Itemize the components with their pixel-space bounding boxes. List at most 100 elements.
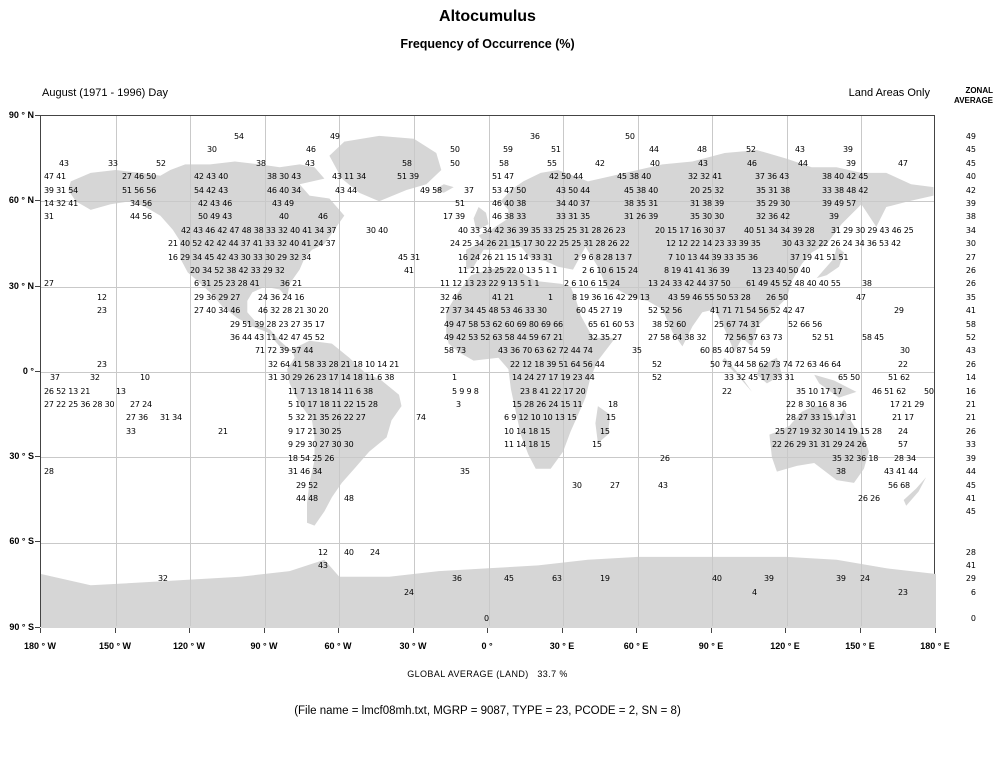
zonal-average-value: 45 (965, 507, 976, 516)
lon-axis-tick (413, 628, 414, 633)
lon-axis-label: 120 ° E (770, 641, 800, 651)
grid-line-vertical (115, 116, 117, 626)
grid-line-vertical (563, 116, 565, 626)
continent-shape (466, 150, 934, 353)
continent-shape (329, 135, 442, 202)
lon-axis-tick (487, 628, 488, 633)
grid-line-vertical (339, 116, 341, 626)
grid-line-vertical (712, 116, 714, 626)
lat-axis-label: 30 ° S (9, 451, 34, 461)
lon-axis-tick (935, 628, 936, 633)
zonal-average-value: 21 (965, 400, 976, 409)
grid-line-horizontal (41, 457, 934, 459)
zonal-average-value: 26 (965, 279, 976, 288)
lon-axis-tick (785, 628, 786, 633)
lon-axis-label: 120 ° W (172, 641, 206, 651)
grid-line-vertical (413, 116, 415, 626)
lat-axis-label: 90 ° N (8, 110, 34, 120)
coverage-label: Land Areas Only (848, 87, 930, 99)
zonal-average-value: 45 (965, 481, 976, 490)
zonal-average-value: 42 (965, 186, 976, 195)
file-info-label: (File name = lmcf08mh.txt, MGRP = 9087, … (294, 705, 681, 717)
continent-shape (446, 266, 616, 469)
grid-line-horizontal (41, 372, 934, 373)
zonal-average-value: 16 (965, 387, 976, 396)
period-label: August (1971 - 1996) Day (42, 87, 168, 99)
zonal-average-value: 41 (965, 561, 976, 570)
continent-shape (473, 207, 489, 230)
zonal-average-value: 21 (965, 413, 976, 422)
zonal-average-value: 58 (965, 320, 976, 329)
zonal-average-value: 0 (970, 614, 976, 623)
continent-shape (722, 357, 752, 392)
lon-axis-label: 60 ° E (623, 641, 649, 651)
zonal-average-value: 35 (965, 293, 976, 302)
continent-shape (814, 374, 857, 398)
grid-line-horizontal (41, 286, 934, 288)
grid-line-vertical (637, 116, 639, 626)
grid-line-vertical (190, 116, 192, 626)
continent-shape (903, 477, 927, 506)
map-plot-area (40, 115, 936, 628)
zonal-average-value: 14 (965, 373, 976, 382)
zonal-header-line2: AVERAGE (954, 96, 993, 105)
continent-shape (769, 406, 869, 483)
zonal-average-value: 38 (965, 212, 976, 221)
zonal-average-value: 39 (965, 454, 976, 463)
lon-axis-tick (264, 628, 265, 633)
zonal-average-value: 26 (965, 266, 976, 275)
zonal-average-value: 26 (965, 360, 976, 369)
lon-axis-label: 180 ° E (920, 641, 950, 651)
zonal-average-value: 34 (965, 226, 976, 235)
lat-axis-label: 0 ° (22, 366, 34, 376)
zonal-average-value: 44 (965, 467, 976, 476)
lon-axis-tick (40, 628, 41, 633)
lat-axis-label: 30 ° N (8, 281, 34, 291)
lon-axis-label: 180 ° W (23, 641, 57, 651)
zonal-average-value: 26 (965, 427, 976, 436)
lon-axis-tick (562, 628, 563, 633)
grid-line-vertical (861, 116, 863, 626)
lon-axis-tick (189, 628, 190, 633)
continent-shape (757, 357, 782, 384)
zonal-average-value: 40 (965, 172, 976, 181)
zonal-average-value: 49 (965, 132, 976, 141)
world-map-silhouette (41, 135, 936, 628)
lat-axis-tick (35, 627, 40, 628)
zonal-average-value: 52 (965, 333, 976, 342)
zonal-average-value: 43 (965, 346, 976, 355)
grid-line-vertical (488, 116, 490, 626)
figure-subtitle: Frequency of Occurrence (%) (400, 37, 575, 51)
zonal-average-value: 45 (965, 145, 976, 154)
lon-axis-tick (338, 628, 339, 633)
grid-line-horizontal (41, 201, 934, 203)
continent-shape (433, 184, 454, 193)
zonal-average-header: ZONAL AVERAGE (933, 86, 993, 106)
zonal-average-value: 45 (965, 159, 976, 168)
grid-line-vertical (264, 116, 266, 626)
lon-axis-label: 0 ° (481, 641, 493, 651)
lon-axis-tick (115, 628, 116, 633)
zonal-average-value: 39 (965, 199, 976, 208)
zonal-average-value: 30 (965, 239, 976, 248)
lat-axis-label: 90 ° S (9, 622, 34, 632)
continent-shape (287, 340, 402, 526)
zonal-average-value: 33 (965, 440, 976, 449)
lat-axis-label: 60 ° S (9, 536, 34, 546)
lon-axis-label: 30 ° E (549, 641, 575, 651)
zonal-average-value: 27 (965, 253, 976, 262)
lon-axis-label: 150 ° E (845, 641, 875, 651)
lon-axis-tick (860, 628, 861, 633)
zonal-header-line1: ZONAL (965, 86, 993, 95)
zonal-average-value: 41 (965, 306, 976, 315)
lon-axis-label: 60 ° W (324, 641, 352, 651)
continent-shape (816, 246, 844, 279)
grid-line-horizontal (41, 542, 934, 544)
grid-line-vertical (786, 116, 788, 626)
continent-shape (595, 406, 611, 444)
lon-axis-tick (711, 628, 712, 633)
global-average-label: GLOBAL AVERAGE (LAND) 33.7 % (407, 669, 568, 679)
lon-axis-label: 150 ° W (98, 641, 132, 651)
continent-shape (68, 161, 345, 353)
